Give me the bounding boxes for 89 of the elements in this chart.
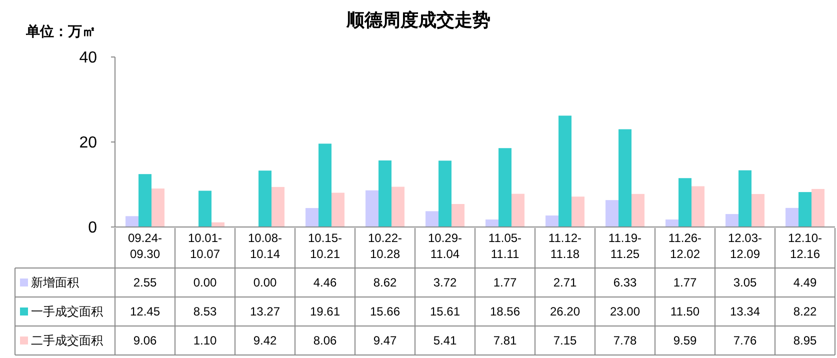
data-label: 12.45 (130, 304, 160, 319)
data-label: 18.56 (490, 304, 520, 319)
data-label: 1.10 (193, 334, 217, 348)
x-tick-label: 10.15-10.21 (308, 231, 342, 261)
data-label: 6.33 (613, 276, 637, 290)
bar (258, 170, 272, 227)
data-label: 9.59 (673, 334, 697, 348)
data-label: 7.76 (733, 334, 757, 348)
data-label: 26.20 (550, 304, 580, 319)
bar (306, 208, 318, 227)
bar (752, 194, 764, 227)
bar (152, 188, 164, 227)
bar (786, 208, 798, 227)
bar (726, 214, 738, 227)
data-label: 13.34 (730, 304, 760, 319)
x-tick-label: 09.24-09.30 (128, 231, 162, 261)
data-label: 7.78 (613, 334, 637, 348)
x-tick-label: 10.01-10.07 (188, 231, 222, 261)
bar (618, 129, 632, 227)
data-label: 8.22 (793, 304, 817, 319)
bar (126, 216, 138, 227)
chart-title: 顺德周度成交走势 (346, 10, 490, 30)
x-tick-label: 12.10-12.16 (788, 231, 822, 261)
legend-label: 二手成交面积 (31, 334, 103, 348)
bar (738, 170, 752, 227)
x-tick-label: 11.26-12.02 (668, 231, 702, 261)
data-label: 9.06 (133, 334, 157, 348)
bar (498, 148, 512, 227)
bar (426, 211, 438, 227)
data-label: 4.49 (793, 276, 817, 290)
bar (378, 160, 392, 227)
legend-label: 一手成交面积 (31, 304, 103, 319)
bar (546, 215, 558, 227)
data-label: 7.81 (493, 334, 517, 348)
bar (318, 144, 332, 227)
data-label: 15.66 (370, 304, 400, 319)
bar (812, 188, 824, 227)
data-label: 3.05 (733, 276, 757, 290)
bar (138, 174, 152, 227)
data-label: 8.53 (193, 304, 217, 319)
y-tick-label: 40 (79, 50, 98, 67)
data-label: 1.77 (673, 276, 697, 290)
data-label: 2.71 (553, 276, 577, 290)
bar (606, 200, 618, 227)
bar (392, 186, 404, 227)
bar (198, 190, 212, 227)
y-axis-title: 单位：万㎡ (25, 23, 96, 39)
x-tick-label: 11.19-11.25 (608, 231, 642, 261)
data-label: 8.62 (373, 276, 397, 290)
bar (486, 219, 498, 227)
y-tick-label: 20 (79, 134, 98, 152)
bar (666, 219, 678, 227)
bar (632, 194, 644, 227)
x-tick-label: 10.08-10.14 (248, 231, 282, 261)
bar (512, 194, 524, 227)
data-label: 9.47 (373, 334, 397, 348)
data-label: 5.41 (433, 334, 457, 348)
data-label: 19.61 (310, 304, 340, 319)
x-tick-label: 10.22-10.28 (368, 231, 402, 261)
y-tick-label: 0 (88, 220, 98, 237)
data-label: 0.00 (193, 276, 217, 290)
data-label: 8.06 (313, 334, 337, 348)
x-tick-label: 10.29-11.04 (428, 231, 462, 261)
data-label: 1.77 (493, 276, 517, 290)
data-label: 13.27 (250, 304, 280, 319)
bar (438, 160, 452, 227)
data-label: 2.55 (133, 276, 157, 290)
bar (692, 186, 704, 227)
x-tick-label: 11.05-11.11 (488, 231, 522, 261)
data-label: 7.15 (553, 334, 577, 348)
bar (678, 178, 692, 227)
data-label: 11.50 (670, 304, 700, 319)
data-label: 23.00 (610, 304, 640, 319)
data-label: 15.61 (430, 304, 460, 319)
bar (272, 186, 284, 227)
bar (558, 116, 572, 227)
bar (366, 190, 378, 227)
data-label: 9.42 (253, 334, 277, 348)
data-label: 3.72 (433, 276, 457, 290)
x-tick-label: 11.12-11.18 (548, 231, 582, 261)
legend-label: 新增面积 (31, 276, 79, 290)
bar (798, 192, 812, 227)
x-tick-label: 12.03-12.09 (728, 231, 762, 261)
bar (452, 204, 464, 227)
data-label: 4.46 (313, 276, 337, 290)
bar (572, 196, 584, 227)
data-label: 0.00 (253, 276, 277, 290)
bar (332, 192, 344, 227)
data-label: 8.95 (793, 334, 817, 348)
